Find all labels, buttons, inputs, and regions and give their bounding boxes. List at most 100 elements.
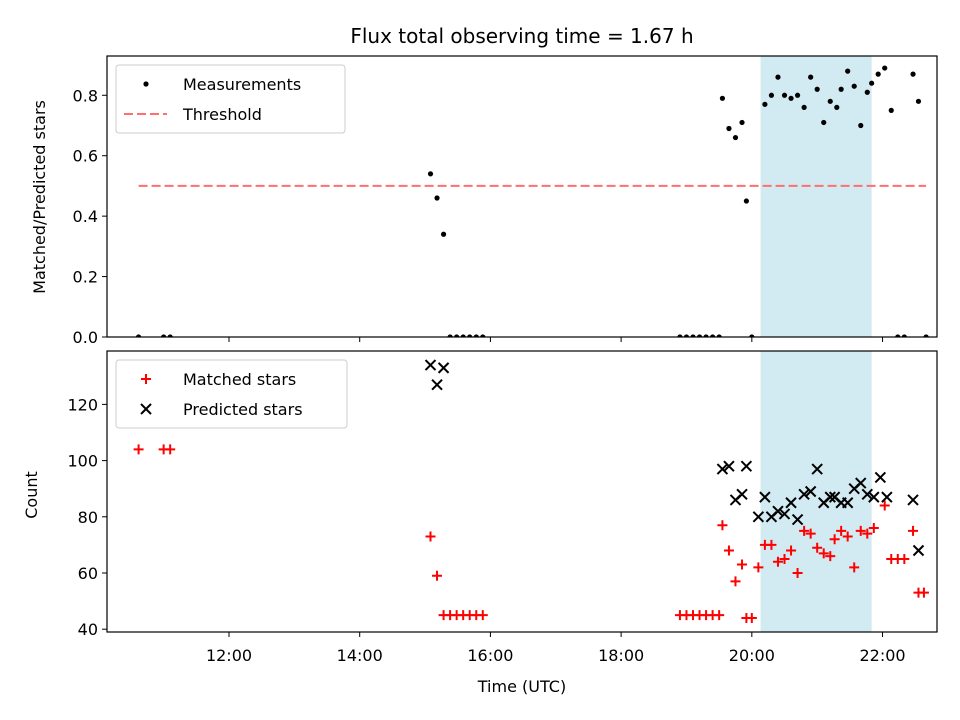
data-point	[752, 511, 765, 523]
data-point	[821, 119, 827, 126]
x-tick-label: 20:00	[729, 646, 775, 665]
data-point	[775, 74, 781, 80]
data-point	[161, 334, 167, 337]
data-point	[736, 488, 748, 501]
data-point	[910, 71, 916, 77]
legend: Measurements Threshold	[115, 64, 346, 134]
series-predicted-stars	[424, 359, 925, 557]
data-point	[855, 477, 867, 489]
data-point	[723, 545, 734, 556]
data-point	[824, 491, 836, 503]
data-point	[730, 576, 741, 587]
data-point	[714, 610, 725, 621]
data-point	[477, 610, 488, 621]
data-point	[862, 528, 873, 539]
legend-label: Matched stars	[183, 370, 296, 389]
data-point	[808, 74, 814, 80]
data-point	[696, 334, 703, 337]
legend-label: Threshold	[182, 105, 262, 124]
y-tick-label: 40	[78, 620, 98, 639]
data-point	[798, 488, 810, 501]
data-point	[480, 334, 486, 337]
y-tick-label: 0.0	[73, 328, 98, 347]
data-point	[434, 195, 440, 201]
data-point	[825, 551, 836, 562]
data-point	[829, 534, 840, 545]
data-point	[858, 122, 864, 129]
data-point	[869, 80, 875, 86]
y-tick-label: 100	[67, 452, 98, 471]
data-point	[849, 562, 860, 573]
data-point	[772, 505, 784, 517]
data-point	[425, 531, 436, 542]
legend-label: Predicted stars	[183, 400, 303, 419]
series-measurements	[135, 65, 929, 337]
data-point	[460, 334, 466, 337]
bottom-panel: 12:00 14:00 16:00 18:00 20:00 22:00 40 60 80 100 1…	[67, 350, 938, 665]
data-point	[772, 556, 783, 567]
data-point	[739, 119, 745, 126]
data-point	[740, 460, 753, 472]
observing-window-span	[760, 56, 872, 337]
data-point	[899, 553, 910, 564]
y-tick-label: 0.4	[73, 207, 98, 226]
data-point	[888, 107, 894, 113]
y-tick-label: 0.8	[73, 86, 98, 105]
legend-swatch	[141, 374, 151, 384]
data-point	[710, 334, 716, 337]
data-point	[133, 444, 144, 455]
data-point	[879, 500, 890, 511]
data-point	[677, 334, 683, 337]
data-point	[814, 86, 820, 92]
data-point	[794, 92, 801, 98]
data-point	[473, 334, 479, 337]
plot-area	[133, 359, 929, 623]
x-axis-label: Time (UTC)	[477, 677, 566, 696]
data-point	[907, 494, 919, 506]
data-point	[785, 497, 797, 509]
plot-area	[135, 65, 929, 337]
x-tick-label: 14:00	[337, 646, 383, 665]
data-point	[768, 92, 775, 98]
data-point	[690, 334, 696, 337]
data-point	[427, 171, 434, 177]
data-point	[801, 104, 807, 110]
data-point	[766, 539, 777, 550]
data-point	[781, 92, 788, 98]
legend-box	[115, 359, 348, 429]
data-point	[759, 491, 771, 503]
data-point	[868, 491, 880, 503]
data-point	[778, 508, 791, 520]
data-point	[841, 497, 854, 509]
data-point	[683, 334, 690, 337]
data-point	[836, 525, 847, 536]
data-point	[882, 65, 888, 71]
y-tick-label: 0.6	[73, 147, 98, 166]
data-point	[864, 89, 870, 95]
data-point	[165, 444, 176, 455]
top-y-axis-label: Matched/Predicted stars	[30, 100, 49, 294]
data-point	[812, 542, 823, 553]
data-point	[431, 379, 443, 391]
data-point	[743, 198, 749, 204]
data-point	[818, 548, 829, 559]
data-point	[437, 362, 450, 374]
data-point	[912, 544, 925, 557]
bottom-y-axis-label: Count	[22, 471, 41, 519]
chart-title: Flux total observing time = 1.67 h	[350, 24, 693, 48]
y-tick-label: 80	[78, 508, 98, 527]
data-point	[716, 334, 722, 337]
data-point	[424, 359, 437, 371]
y-tick-label: 120	[67, 395, 98, 414]
data-point	[716, 463, 729, 475]
y-tick-label: 0.2	[73, 268, 98, 287]
x-tick-label: 18:00	[598, 646, 644, 665]
data-point	[908, 525, 919, 536]
data-point	[753, 562, 764, 573]
data-point	[799, 525, 810, 536]
data-point	[135, 334, 142, 337]
legend-swatch	[140, 403, 152, 415]
data-point	[895, 334, 901, 337]
data-point	[855, 525, 866, 536]
